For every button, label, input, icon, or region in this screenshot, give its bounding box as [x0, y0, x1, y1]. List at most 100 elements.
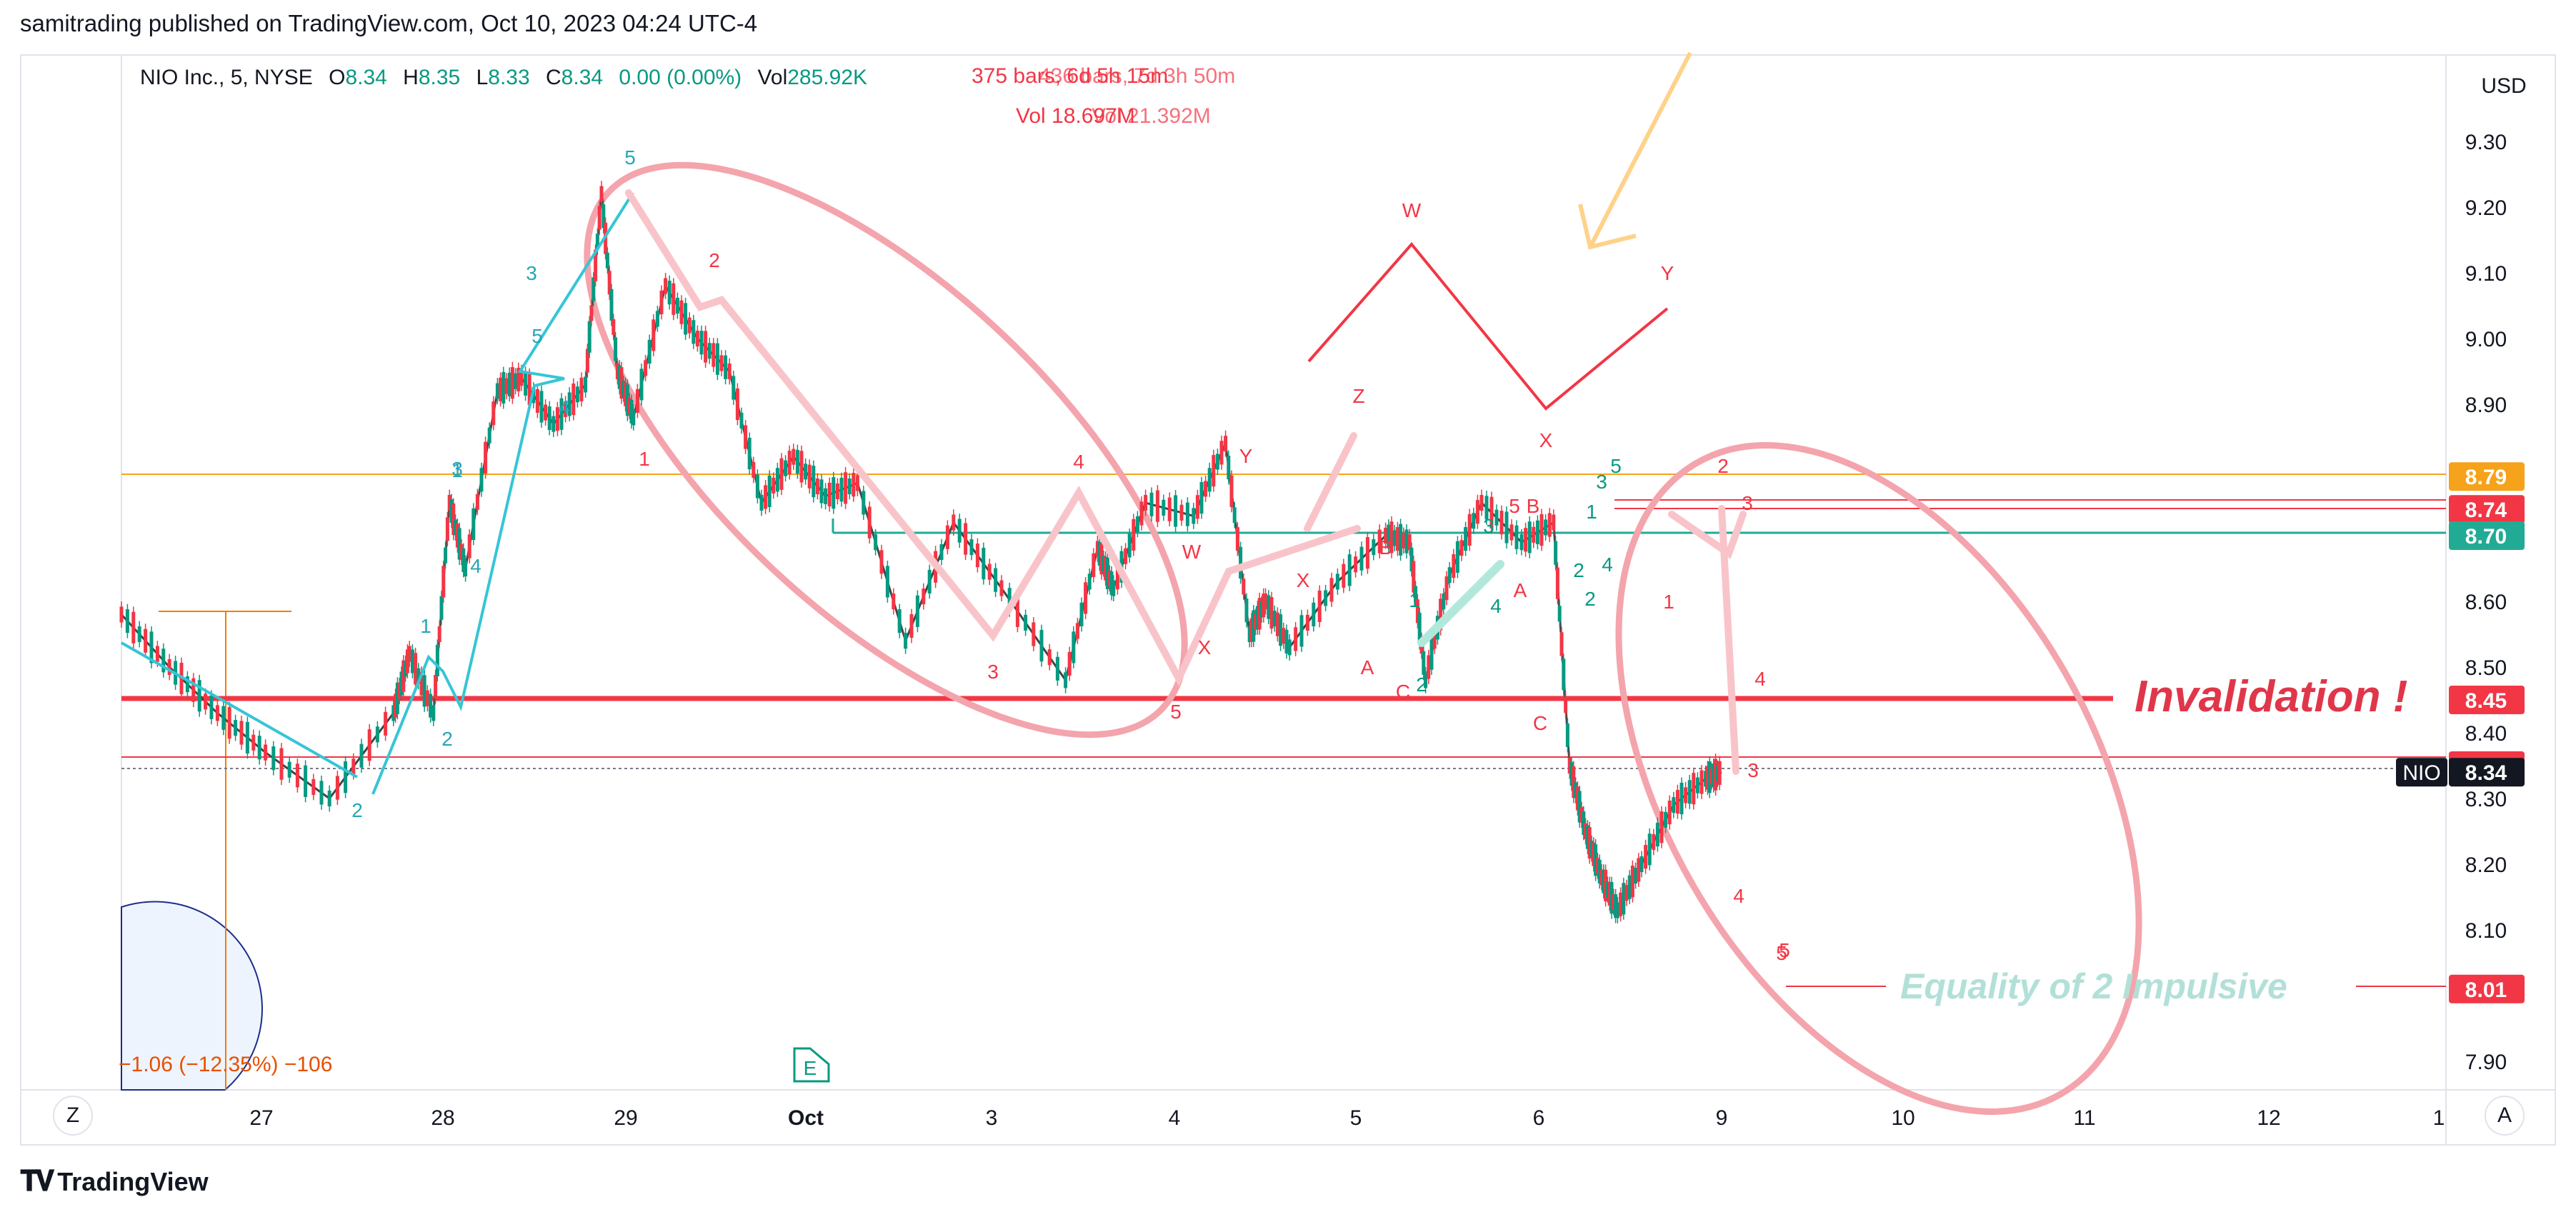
x-tick-label: 12	[2257, 1106, 2280, 1130]
candle-body	[892, 593, 896, 610]
candle-body	[1647, 833, 1652, 866]
wxy-drawing[interactable]	[1307, 241, 1669, 411]
candle-body	[1329, 578, 1334, 602]
candle-body	[987, 564, 992, 580]
auto-scale-button[interactable]: A	[2485, 1096, 2525, 1136]
candle-body	[399, 671, 404, 696]
candle-body	[516, 367, 521, 392]
candle-body	[1622, 883, 1626, 915]
candle-body	[1342, 564, 1346, 588]
candle-body	[1067, 651, 1072, 676]
candle-body	[1392, 530, 1397, 546]
invalidation-label[interactable]: Invalidation !	[2135, 672, 2407, 721]
legend-symbol[interactable]: NIO Inc., 5, NYSE	[140, 66, 313, 89]
wave-label: 2	[1416, 673, 1427, 696]
candle-body	[909, 613, 914, 638]
candle-body	[167, 658, 171, 676]
candle-body	[852, 473, 856, 497]
candle-body	[1115, 566, 1119, 590]
candle-body	[1415, 599, 1419, 623]
candle-body	[584, 376, 588, 393]
candle-body	[459, 544, 464, 561]
candle-body	[621, 381, 626, 397]
candle-body	[125, 609, 129, 633]
earnings-badge-shape[interactable]	[793, 1047, 830, 1083]
zoom-button[interactable]: Z	[53, 1096, 93, 1136]
price-tag-label: 8.74	[2465, 499, 2507, 522]
candle-body	[724, 355, 728, 379]
ellipse-highlight-right[interactable]	[1511, 356, 2247, 1201]
candle-body	[1384, 527, 1388, 544]
candle-body	[1675, 790, 1679, 814]
candle-body	[405, 649, 409, 673]
candle-body	[449, 499, 454, 524]
ellipse-highlight-left[interactable]	[497, 71, 1275, 828]
candle-body	[1354, 556, 1358, 573]
legend-c-label: C	[546, 66, 561, 89]
y-tick-label: 9.00	[2465, 328, 2507, 351]
legend-vol-value: 285.92K	[787, 66, 868, 89]
candle-body	[1619, 892, 1623, 916]
candle-body	[855, 475, 859, 491]
legend-c-value: 8.34	[561, 66, 604, 89]
wave-label: 1	[451, 459, 463, 481]
wave-label: 5	[1610, 455, 1622, 477]
time-axis-ticks: 27 28 29 Oct 3 4 5 6 9 10 11 12 1	[249, 1106, 2445, 1130]
candle-body	[1404, 529, 1409, 554]
wave-cyan-b	[371, 191, 634, 795]
candle-body	[1479, 494, 1484, 511]
candle-body	[397, 683, 401, 699]
candle-body	[1212, 455, 1216, 487]
candle-body	[1695, 777, 1699, 793]
candle-body	[815, 478, 819, 495]
wave-label: 1	[639, 448, 650, 470]
wave-label: 4	[1602, 554, 1613, 576]
candle-body	[1679, 782, 1684, 815]
candle-body	[245, 721, 249, 753]
candle-body	[527, 374, 531, 406]
wave-label: Y	[1239, 445, 1253, 467]
candle-body	[1567, 757, 1572, 774]
candle-body	[1699, 770, 1704, 794]
candle-body	[344, 761, 348, 793]
candle-body	[664, 278, 668, 294]
wave-label: 4	[1754, 668, 1766, 690]
candle-body	[431, 705, 436, 721]
candle-body	[416, 668, 421, 684]
legend-l-value: 8.33	[488, 66, 530, 89]
equality-label[interactable]: Equality of 2 Impulsive	[1900, 966, 2287, 1006]
candle-body	[215, 705, 219, 721]
price-tag-box	[2449, 495, 2525, 524]
earnings-badge-label[interactable]: E	[804, 1057, 817, 1079]
x-tick-label: 6	[1533, 1106, 1545, 1130]
candle-body	[1484, 496, 1489, 520]
candle-body	[879, 550, 884, 574]
candle-body	[644, 360, 648, 376]
wave-label: W	[1402, 199, 1422, 221]
arc-tool-shape[interactable]	[121, 901, 263, 1091]
orange-arrow-shaft[interactable]	[1588, 51, 1692, 249]
auto-scale-button-label: A	[2497, 1103, 2512, 1127]
wave-label: B	[1379, 536, 1393, 559]
price-tag-label: 8.45	[2465, 689, 2507, 713]
candle-body	[1064, 672, 1068, 688]
candle-body	[575, 386, 579, 403]
symbol-tag-box	[2396, 758, 2447, 787]
candle-body	[1422, 651, 1426, 675]
candle-body	[425, 690, 429, 706]
candle-body	[1162, 499, 1166, 516]
candle-body	[504, 378, 509, 394]
candle-body	[487, 427, 491, 444]
candle-body	[922, 589, 926, 605]
candle-body	[647, 339, 652, 364]
candle-body	[652, 319, 656, 351]
brand: 𝐓𝐕 TradingView	[20, 1166, 209, 1198]
candle-body	[867, 506, 872, 539]
candle-body	[784, 460, 788, 476]
candle-body	[1179, 504, 1184, 521]
candle-body	[1634, 868, 1638, 884]
candle-body	[807, 464, 812, 489]
candle-body	[999, 580, 1004, 596]
wave-label: 3	[451, 458, 463, 480]
